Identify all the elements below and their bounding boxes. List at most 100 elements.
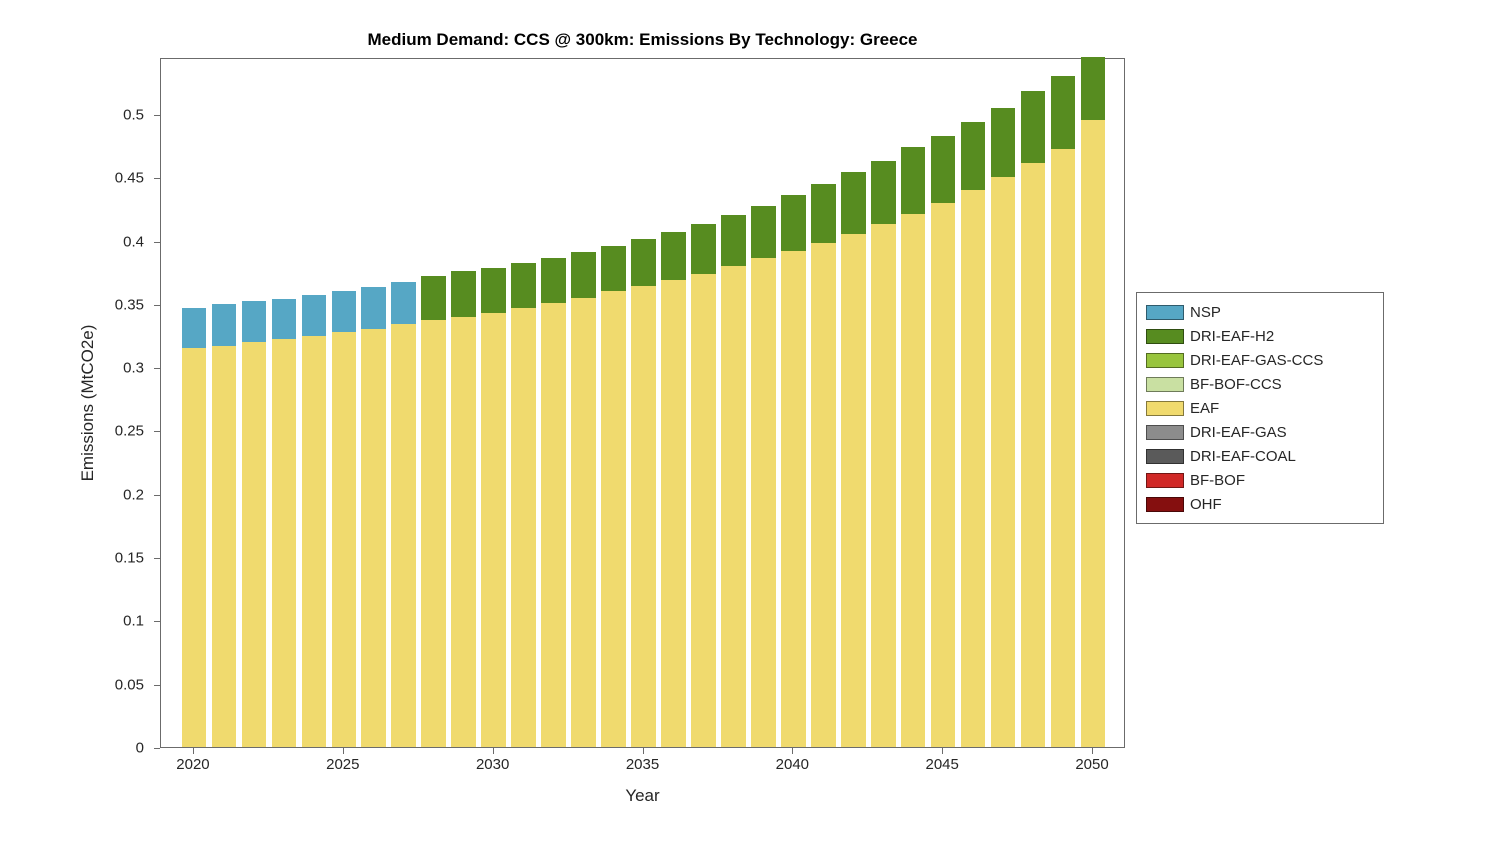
- bar-segment-2046-EAF: [960, 189, 986, 747]
- y-tick-label: 0: [135, 739, 144, 757]
- bar-segment-2047-EAF: [990, 177, 1016, 747]
- x-tick-label: 2050: [1075, 756, 1109, 773]
- x-tick-label: 2020: [176, 756, 210, 773]
- y-tick-label: 0.45: [114, 169, 144, 187]
- bar-segment-2030-DRI-EAF-H2: [481, 268, 506, 313]
- bar-segment-2031-DRI-EAF-H2: [511, 263, 536, 308]
- legend: NSP DRI-EAF-H2 DRI-EAF-GAS-CCS BF-BOF-CCS EA…: [1136, 292, 1384, 524]
- y-tick-mark: [154, 494, 160, 496]
- y-tick-label: 0.3: [123, 359, 144, 377]
- bar-segment-2029-DRI-EAF-H2: [451, 270, 476, 317]
- bar-segment-2040-DRI-EAF-H2: [781, 195, 806, 251]
- bar-segment-2026-EAF: [361, 329, 387, 747]
- bar-segment-2044-DRI-EAF-H2: [900, 146, 926, 214]
- bar-segment-2033-EAF: [571, 297, 596, 747]
- bar-segment-2033-DRI-EAF-H2: [571, 252, 596, 298]
- legend-label: DRI-EAF-GAS: [1190, 423, 1287, 441]
- legend-label: NSP: [1190, 303, 1221, 321]
- x-tick-mark: [1092, 748, 1094, 754]
- bar-segment-2034-EAF: [601, 291, 626, 747]
- bar-segment-2032-EAF: [541, 302, 566, 747]
- y-tick-mark: [154, 621, 160, 623]
- legend-item-BF-BOF: BF-BOF: [1137, 468, 1383, 492]
- x-tick-label: 2045: [925, 756, 959, 773]
- bar-segment-2024-NSP: [301, 295, 327, 336]
- chart-title: Medium Demand: CCS @ 300km: Emissions By…: [367, 30, 918, 49]
- bar-segment-2037-DRI-EAF-H2: [691, 224, 716, 274]
- x-tick-label: 2040: [775, 756, 810, 773]
- bar-segment-2021-NSP: [211, 303, 237, 346]
- legend-label: DRI-EAF-H2: [1190, 327, 1275, 345]
- y-tick-mark: [154, 558, 160, 560]
- bar-segment-2038-DRI-EAF-H2: [721, 215, 746, 266]
- bar-segment-2025-EAF: [331, 331, 357, 747]
- legend-item-BF-BOF-CCS: BF-BOF-CCS: [1137, 372, 1383, 396]
- x-tick-mark: [792, 748, 794, 754]
- bar-segment-2029-EAF: [451, 316, 476, 747]
- bar-segment-2034-DRI-EAF-H2: [601, 245, 626, 292]
- bar-segment-2023-NSP: [271, 298, 297, 340]
- legend-swatch-icon: [1146, 328, 1184, 344]
- bar-segment-2046-DRI-EAF-H2: [960, 121, 986, 190]
- y-tick-label: 0.4: [123, 233, 144, 251]
- legend-swatch-icon: [1146, 352, 1184, 368]
- legend-swatch-icon: [1146, 448, 1184, 464]
- legend-swatch-icon: [1146, 424, 1184, 440]
- legend-item-NSP: NSP: [1137, 300, 1383, 324]
- bar-segment-2050-EAF: [1080, 120, 1106, 747]
- bar-segment-2027-NSP: [391, 282, 417, 325]
- legend-item-DRI-EAF-H2: DRI-EAF-H2: [1137, 324, 1383, 348]
- bar-segment-2036-EAF: [661, 279, 686, 747]
- legend-item-DRI-EAF-GAS-CCS: DRI-EAF-GAS-CCS: [1137, 348, 1383, 372]
- legend-label: DRI-EAF-GAS-CCS: [1190, 351, 1324, 369]
- bar-segment-2028-DRI-EAF-H2: [421, 276, 446, 321]
- x-tick-mark: [342, 748, 344, 754]
- y-tick-label: 0.25: [114, 422, 144, 440]
- y-tick-mark: [154, 684, 160, 686]
- bar-segment-2037-EAF: [691, 273, 716, 747]
- y-tick-label: 0.2: [123, 486, 144, 504]
- bar-segment-2045-DRI-EAF-H2: [930, 135, 956, 203]
- x-tick-mark: [492, 748, 494, 754]
- x-tick-label: 2035: [625, 756, 660, 773]
- legend-swatch-icon: [1146, 376, 1184, 392]
- x-tick-mark: [942, 748, 944, 754]
- bar-segment-2032-DRI-EAF-H2: [541, 258, 566, 303]
- y-tick-label: 0.15: [114, 549, 144, 567]
- bar-segment-2035-EAF: [631, 286, 656, 747]
- x-tick-label: 2030: [475, 756, 510, 773]
- y-axis-label: Emissions (MtCO2e): [78, 324, 97, 482]
- bar-segment-2047-DRI-EAF-H2: [990, 107, 1016, 178]
- bar-segment-2045-EAF: [930, 202, 956, 747]
- bar-segment-2026-NSP: [361, 287, 387, 330]
- x-tick-label: 2025: [326, 756, 360, 773]
- bar-segment-2049-DRI-EAF-H2: [1050, 76, 1076, 150]
- bar-segment-2025-NSP: [331, 291, 357, 332]
- bar-segment-2038-EAF: [721, 265, 746, 747]
- bar-segment-2048-DRI-EAF-H2: [1020, 91, 1046, 164]
- bar-segment-2027-EAF: [391, 324, 417, 747]
- bar-segment-2043-DRI-EAF-H2: [870, 160, 896, 225]
- bar-segment-2049-EAF: [1050, 149, 1076, 747]
- legend-item-DRI-EAF-GAS: DRI-EAF-GAS: [1137, 420, 1383, 444]
- legend-item-OHF: OHF: [1137, 492, 1383, 516]
- legend-swatch-icon: [1146, 304, 1184, 320]
- bar-segment-2022-NSP: [241, 301, 267, 342]
- bar-segment-2048-EAF: [1020, 163, 1046, 747]
- bar-segment-2024-EAF: [301, 335, 327, 747]
- y-tick-mark: [154, 368, 160, 370]
- bar-segment-2020-EAF: [181, 348, 207, 747]
- x-tick-mark: [642, 748, 644, 754]
- bar-segment-2040-EAF: [781, 250, 806, 747]
- legend-swatch-icon: [1146, 472, 1184, 488]
- bar-segment-2042-DRI-EAF-H2: [840, 172, 866, 235]
- legend-label: DRI-EAF-COAL: [1190, 447, 1296, 465]
- y-tick-mark: [154, 241, 160, 243]
- bar-segment-2041-EAF: [811, 243, 836, 747]
- bar-segment-2044-EAF: [900, 214, 926, 747]
- legend-swatch-icon: [1146, 496, 1184, 512]
- y-tick-mark: [154, 431, 160, 433]
- x-tick-mark: [192, 748, 194, 754]
- y-tick-label: 0.1: [123, 612, 144, 630]
